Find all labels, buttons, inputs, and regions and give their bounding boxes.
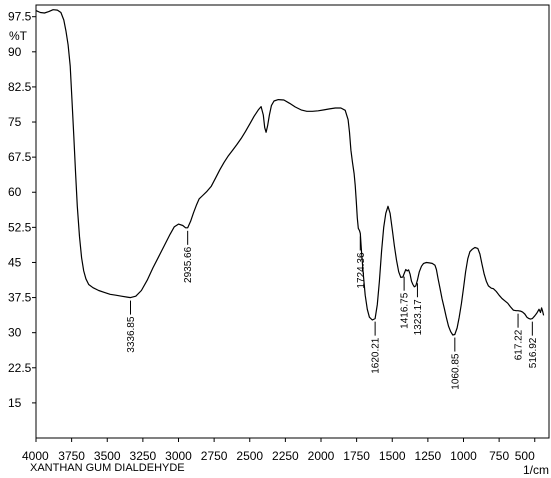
x-axis: 4000 3750 3500 3250 3000 2750 2500 2250 2000 1750… xyxy=(22,438,536,463)
x-axis-label: 1/cm xyxy=(523,463,549,477)
peak-labels: 3336.85 2935.66 1724.36 1620.21 1416.75 1323.… xyxy=(126,230,539,390)
y-tick-label: 30 xyxy=(8,326,22,340)
series-layer xyxy=(35,9,545,336)
y-tick-label: 97.5 xyxy=(8,10,32,24)
x-tick-label: 750 xyxy=(489,449,509,463)
peak-label: 617.22 xyxy=(514,329,525,360)
y-tick-label: 45 xyxy=(8,255,22,269)
y-tick-label: 67.5 xyxy=(8,150,32,164)
y-tick-label: 75 xyxy=(8,115,22,129)
x-tick-label: 3000 xyxy=(165,449,192,463)
y-axis-label: %T xyxy=(9,29,28,43)
spectrum-line xyxy=(35,9,545,336)
y-axis: 97.5 90 82.5 75 67.5 60 52.5 45 37.5 30 22.5 15 xyxy=(8,10,36,410)
peak-label: 1060.85 xyxy=(450,353,461,390)
peak-label: 1416.75 xyxy=(400,292,411,329)
x-tick-label: 2750 xyxy=(201,449,228,463)
x-tick-label: 1500 xyxy=(379,449,406,463)
x-tick-label: 3250 xyxy=(130,449,157,463)
sample-name: XANTHAN GUM DIALDEHYDE xyxy=(30,462,185,474)
x-tick-label: 2500 xyxy=(236,449,263,463)
peak-label: 3336.85 xyxy=(126,316,137,353)
y-tick-label: 52.5 xyxy=(8,220,32,234)
x-tick-label: 3750 xyxy=(58,449,85,463)
y-tick-label: 60 xyxy=(8,185,22,199)
x-tick-label: 1250 xyxy=(415,449,442,463)
peak-label: 2935.66 xyxy=(183,246,194,283)
x-tick-label: 500 xyxy=(515,449,535,463)
peak-label: 516.92 xyxy=(528,337,539,368)
y-tick-label: 90 xyxy=(8,45,22,59)
plot-frame xyxy=(35,4,550,439)
x-tick-label: 4000 xyxy=(22,449,49,463)
x-tick-label: 1750 xyxy=(343,449,370,463)
x-tick-label: 2000 xyxy=(308,449,335,463)
y-tick-label: 82.5 xyxy=(8,80,32,94)
y-tick-label: 37.5 xyxy=(8,291,32,305)
x-tick-label: 3500 xyxy=(94,449,121,463)
x-tick-label: 1000 xyxy=(450,449,477,463)
peak-label: 1620.21 xyxy=(371,337,382,374)
plot-border xyxy=(35,4,550,439)
peak-label: 1323.17 xyxy=(413,299,424,336)
y-tick-label: 15 xyxy=(8,396,22,410)
y-tick-label: 22.5 xyxy=(8,361,32,375)
peak-label: 1724.36 xyxy=(356,252,367,289)
x-tick-label: 2250 xyxy=(272,449,299,463)
